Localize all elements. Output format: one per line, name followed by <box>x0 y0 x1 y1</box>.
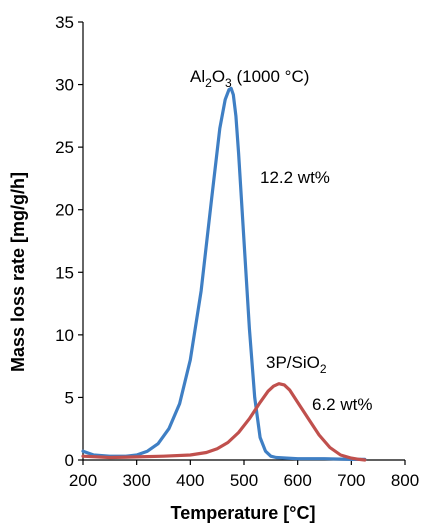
x-tick-label: 200 <box>69 471 97 490</box>
y-tick-label: 30 <box>55 76 74 95</box>
al2o3-label-mid: O <box>212 67 225 86</box>
x-tick-label: 800 <box>391 471 419 490</box>
x-tick-label: 700 <box>337 471 365 490</box>
y-tick-label: 25 <box>55 138 74 157</box>
al2o3-subscript-1: 2 <box>205 76 212 90</box>
x-tick-label: 400 <box>176 471 204 490</box>
x-axis-title: Temperature [°C] <box>171 503 316 523</box>
sio2-annotation: 3P/SiO2 <box>266 353 327 376</box>
y-tick-label: 15 <box>55 263 74 282</box>
y-tick-label: 35 <box>55 13 74 32</box>
al2o3-label-main: Al <box>190 67 205 86</box>
y-axis-title: Mass loss rate [mg/g/h] <box>8 172 28 372</box>
series-line-3p-sio2 <box>81 382 367 462</box>
y-tick-label: 0 <box>65 451 74 470</box>
x-tick-label: 600 <box>283 471 311 490</box>
al2o3-annotation: Al2O3 (1000 °C) <box>190 67 309 90</box>
x-tick-label: 500 <box>230 471 258 490</box>
y-tick-label: 10 <box>55 326 74 345</box>
sio2-subscript: 2 <box>320 362 327 376</box>
series-line-al2o3 <box>81 86 367 461</box>
al2o3-wt-annotation: 12.2 wt% <box>260 168 330 187</box>
sio2-wt-annotation: 6.2 wt% <box>312 395 372 414</box>
plot-area: 0 5 10 15 20 25 30 35 200 300 400 500 600 700 800 <box>55 13 419 490</box>
y-tick-label: 5 <box>65 388 74 407</box>
sio2-label-main: 3P/SiO <box>266 353 320 372</box>
al2o3-subscript-2: 3 <box>225 76 232 90</box>
al2o3-label-suffix: (1000 °C) <box>232 67 310 86</box>
x-tick-label: 300 <box>122 471 150 490</box>
y-tick-label: 20 <box>55 201 74 220</box>
